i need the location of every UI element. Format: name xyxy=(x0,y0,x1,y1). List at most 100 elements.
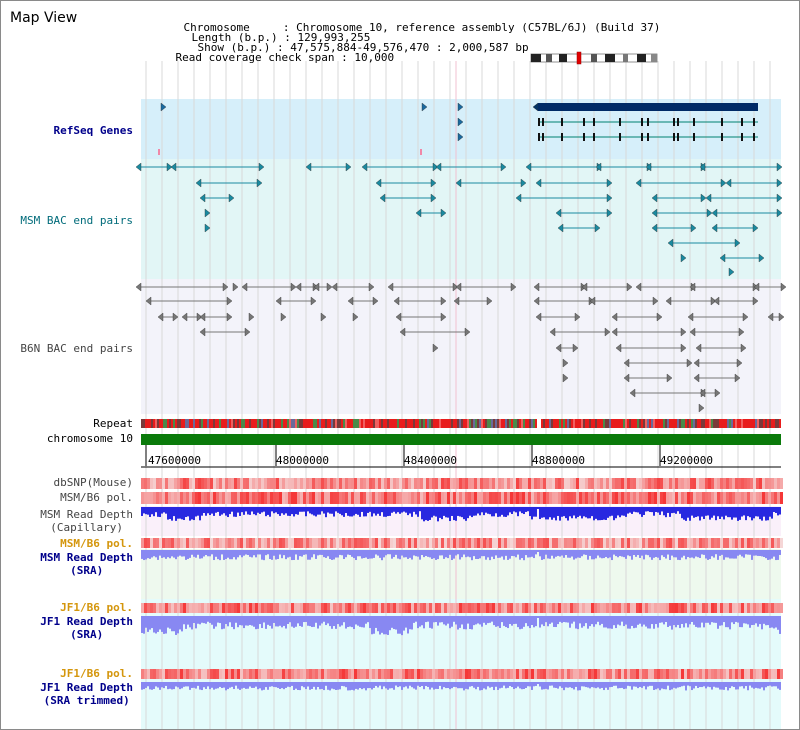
msm-read-depth-capillary-track-label[interactable]: MSM Read Depth (Capillary) xyxy=(40,508,133,534)
chromosome-value: Chromosome 10, reference assembly (C57BL… xyxy=(296,21,661,34)
read-depth-bar xyxy=(213,616,215,629)
read-depth-bar xyxy=(331,616,333,629)
polymorphism-segment xyxy=(162,603,165,613)
jf1-b6-pol2-track-label[interactable]: JF1/B6 pol. xyxy=(60,667,133,680)
read-depth-bar xyxy=(465,550,467,558)
read-depth-bar xyxy=(521,507,523,514)
polymorphism-segment xyxy=(354,478,357,489)
read-depth-bar xyxy=(605,507,607,520)
polymorphism-segment xyxy=(579,669,582,679)
polymorphism-segment xyxy=(348,492,351,504)
read-depth-bar xyxy=(447,507,449,518)
read-depth-bar xyxy=(255,616,257,630)
polymorphism-segment xyxy=(618,669,621,679)
polymorphism-segment xyxy=(255,538,258,548)
msm-bac-track-label[interactable]: MSM BAC end pairs xyxy=(20,214,133,227)
polymorphism-segment xyxy=(291,603,294,613)
read-depth-bar xyxy=(329,507,331,514)
b6n-bac-track-label[interactable]: B6N BAC end pairs xyxy=(20,342,133,355)
polymorphism-segment xyxy=(651,492,654,504)
read-depth-bar xyxy=(357,507,359,515)
polymorphism-segment xyxy=(588,478,591,489)
read-depth-bar xyxy=(311,550,313,558)
polymorphism-segment xyxy=(234,603,237,613)
read-depth-bar xyxy=(325,550,327,558)
polymorphism-segment xyxy=(231,492,234,504)
msm-read-depth-sra-track-label[interactable]: MSM Read Depth (SRA) xyxy=(40,551,133,577)
jf1-read-depth-trimmed-track-label[interactable]: JF1 Read Depth (SRA trimmed) xyxy=(40,681,133,707)
read-depth-bar xyxy=(719,550,721,556)
repeat-segment xyxy=(167,419,169,428)
polymorphism-segment xyxy=(372,603,375,613)
polymorphism-segment xyxy=(450,603,453,613)
bac-end-marker xyxy=(680,253,687,263)
polymorphism-segment xyxy=(315,478,318,489)
polymorphism-segment xyxy=(396,478,399,489)
read-depth-bar xyxy=(611,507,613,516)
read-depth-bar xyxy=(513,616,515,624)
polymorphism-segment xyxy=(294,478,297,489)
read-depth-bar xyxy=(755,550,757,556)
polymorphism-segment xyxy=(510,669,513,679)
repeat-segment xyxy=(681,419,683,428)
read-depth-bar xyxy=(163,507,165,513)
polymorphism-segment xyxy=(543,492,546,504)
read-depth-bar xyxy=(141,616,143,633)
read-depth-bar xyxy=(387,616,389,635)
polymorphism-segment xyxy=(330,492,333,504)
repeat-segment xyxy=(349,419,351,428)
read-depth-bar xyxy=(671,682,673,690)
read-depth-bar xyxy=(349,682,351,691)
repeat-segment xyxy=(239,419,241,428)
bac-end-marker xyxy=(372,296,379,306)
read-depth-bar xyxy=(161,682,163,688)
polymorphism-segment xyxy=(432,492,435,504)
read-depth-bar xyxy=(757,682,759,689)
polymorphism-segment xyxy=(660,603,663,613)
polymorphism-segment xyxy=(738,603,741,613)
polymorphism-segment xyxy=(729,603,732,613)
read-depth-bar xyxy=(635,550,637,557)
read-depth-bar xyxy=(383,682,385,687)
read-depth-bar xyxy=(141,682,143,690)
read-depth-bar xyxy=(569,616,571,628)
read-depth-bar xyxy=(717,682,719,688)
polymorphism-segment xyxy=(594,603,597,613)
repeat-segment xyxy=(437,419,439,428)
dbsnp-track-label[interactable]: dbSNP(Mouse) xyxy=(53,476,133,489)
read-depth-bar xyxy=(773,507,775,513)
read-depth-bar xyxy=(373,507,375,514)
repeat-track-label[interactable]: Repeat xyxy=(93,417,133,430)
refseq-track-label[interactable]: RefSeq Genes xyxy=(53,124,133,137)
repeat-segment xyxy=(483,419,485,428)
refseq-exon xyxy=(721,133,723,141)
read-depth-bar xyxy=(315,682,317,690)
read-depth-bar xyxy=(339,682,341,690)
read-depth-bar xyxy=(303,682,305,688)
polymorphism-segment xyxy=(462,538,465,548)
msm-b6-pol2-track-label[interactable]: MSM/B6 pol. xyxy=(60,537,133,550)
jf1-b6-pol-track-label[interactable]: JF1/B6 pol. xyxy=(60,601,133,614)
refseq-gene-marker xyxy=(457,132,464,142)
polymorphism-segment xyxy=(474,478,477,489)
polymorphism-segment xyxy=(333,538,336,548)
repeat-segment xyxy=(353,419,355,428)
jf1-read-depth-sra-track-label[interactable]: JF1 Read Depth (SRA) xyxy=(40,615,133,641)
polymorphism-segment xyxy=(564,478,567,489)
polymorphism-segment xyxy=(513,669,516,679)
polymorphism-segment xyxy=(357,492,360,504)
read-depth-bar xyxy=(731,616,733,623)
chromosome-track-label[interactable]: chromosome 10 xyxy=(46,432,133,445)
read-depth-bar xyxy=(441,616,443,623)
read-depth-bar xyxy=(609,616,611,629)
read-depth-bar xyxy=(673,550,675,558)
read-depth-bar xyxy=(337,507,339,513)
read-depth-bar xyxy=(433,550,435,559)
read-depth-bar xyxy=(553,550,555,559)
bac-end-marker xyxy=(736,358,743,368)
bac-end-marker xyxy=(399,327,406,337)
polymorphism-segment xyxy=(258,492,261,504)
read-depth-bar xyxy=(225,616,227,625)
msm-b6-pol-track-label[interactable]: MSM/B6 pol. xyxy=(60,491,133,504)
polymorphism-segment xyxy=(462,492,465,504)
